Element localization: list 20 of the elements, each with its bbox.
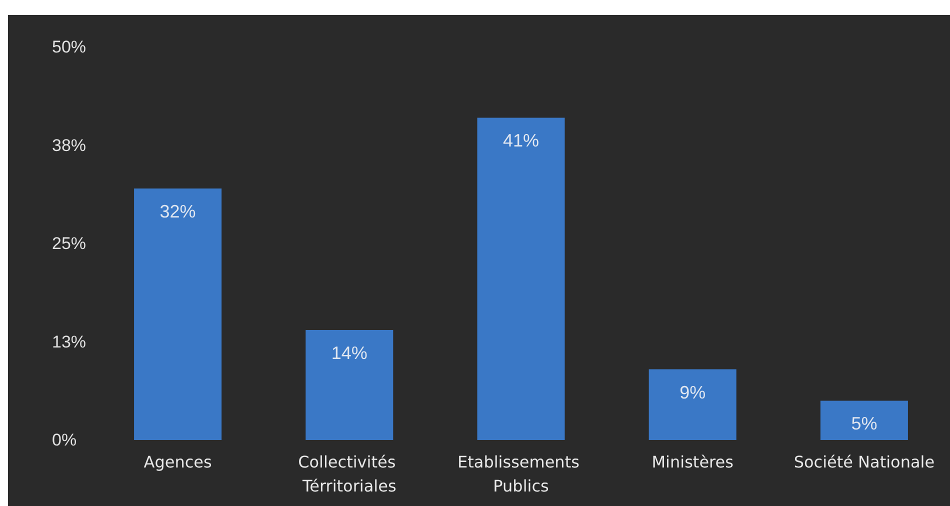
y-tick-label: 0% bbox=[52, 430, 77, 450]
data-label: 41% bbox=[502, 130, 540, 151]
x-tick-label: Société Nationale bbox=[794, 452, 935, 472]
bar bbox=[648, 369, 736, 440]
data-label: 9% bbox=[680, 382, 706, 402]
y-tick-label: 25% bbox=[52, 234, 86, 253]
data-label: 5% bbox=[851, 414, 878, 434]
x-tick-label: Ministères bbox=[652, 452, 734, 472]
y-tick-label: 50% bbox=[52, 38, 86, 56]
y-tick-label: 38% bbox=[52, 136, 86, 155]
bar bbox=[477, 118, 565, 440]
bar bbox=[820, 400, 908, 440]
bar bbox=[134, 188, 222, 440]
data-label: 14% bbox=[331, 342, 368, 363]
bar bbox=[306, 330, 394, 440]
data-label: 32% bbox=[160, 201, 196, 222]
x-tick-label: Etablissements Publics bbox=[457, 452, 585, 496]
y-tick-label: 13% bbox=[52, 332, 86, 352]
x-tick-label: Agences bbox=[144, 452, 212, 472]
x-tick-label: Collectivités Térritoriales bbox=[298, 452, 401, 496]
